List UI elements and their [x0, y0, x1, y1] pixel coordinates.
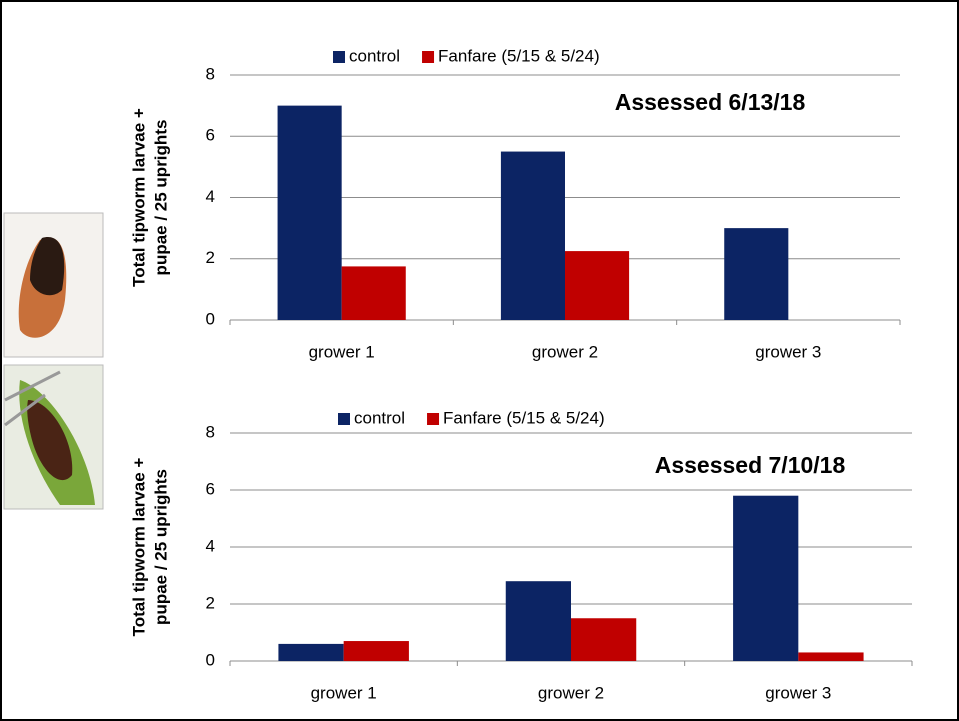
slide: 0 2 4 6 8 grower 1 grower 2 grower 3 control Fanf…: [0, 0, 959, 721]
annotation: Assessed 7/10/18: [655, 452, 846, 478]
y-tick-label: 0: [206, 650, 215, 669]
y-axis-label: pupae / 25 uprights: [151, 469, 170, 625]
photo-pupa: [4, 213, 103, 357]
y-axis-label: Total tipworm larvae +: [129, 458, 148, 637]
legend-label: control: [354, 408, 405, 427]
bar: [501, 152, 565, 320]
bar: [798, 652, 863, 661]
y-axis-label: pupae / 25 uprights: [151, 120, 170, 276]
x-tick-label: grower 3: [755, 342, 821, 361]
x-tick-label: grower 2: [532, 342, 598, 361]
y-tick-label: 8: [206, 64, 215, 83]
legend-swatch: [333, 51, 345, 63]
bar: [565, 251, 629, 320]
y-tick-label: 6: [206, 126, 215, 145]
bar: [278, 644, 343, 661]
legend-swatch: [427, 413, 439, 425]
bar: [724, 228, 788, 320]
bar: [733, 496, 798, 661]
legend-swatch: [422, 51, 434, 63]
legend-label: Fanfare (5/15 & 5/24): [443, 408, 605, 427]
annotation: Assessed 6/13/18: [615, 89, 806, 115]
legend-label: Fanfare (5/15 & 5/24): [438, 46, 600, 65]
x-tick-label: grower 1: [309, 342, 375, 361]
legend-swatch: [338, 413, 350, 425]
y-tick-label: 6: [206, 479, 215, 498]
legend-label: control: [349, 46, 400, 65]
bar: [342, 266, 406, 320]
y-tick-label: 4: [206, 187, 215, 206]
y-axis-label: Total tipworm larvae +: [129, 108, 148, 287]
bar: [344, 641, 409, 661]
photo-larva: [4, 365, 103, 509]
y-tick-label: 2: [206, 248, 215, 267]
y-tick-label: 0: [206, 309, 215, 328]
y-tick-label: 4: [206, 536, 215, 555]
bar: [278, 106, 342, 320]
y-tick-label: 8: [206, 422, 215, 441]
x-tick-label: grower 3: [765, 683, 831, 702]
x-tick-label: grower 2: [538, 683, 604, 702]
bar: [506, 581, 571, 661]
bar: [571, 618, 636, 661]
y-tick-label: 2: [206, 593, 215, 612]
x-tick-label: grower 1: [311, 683, 377, 702]
